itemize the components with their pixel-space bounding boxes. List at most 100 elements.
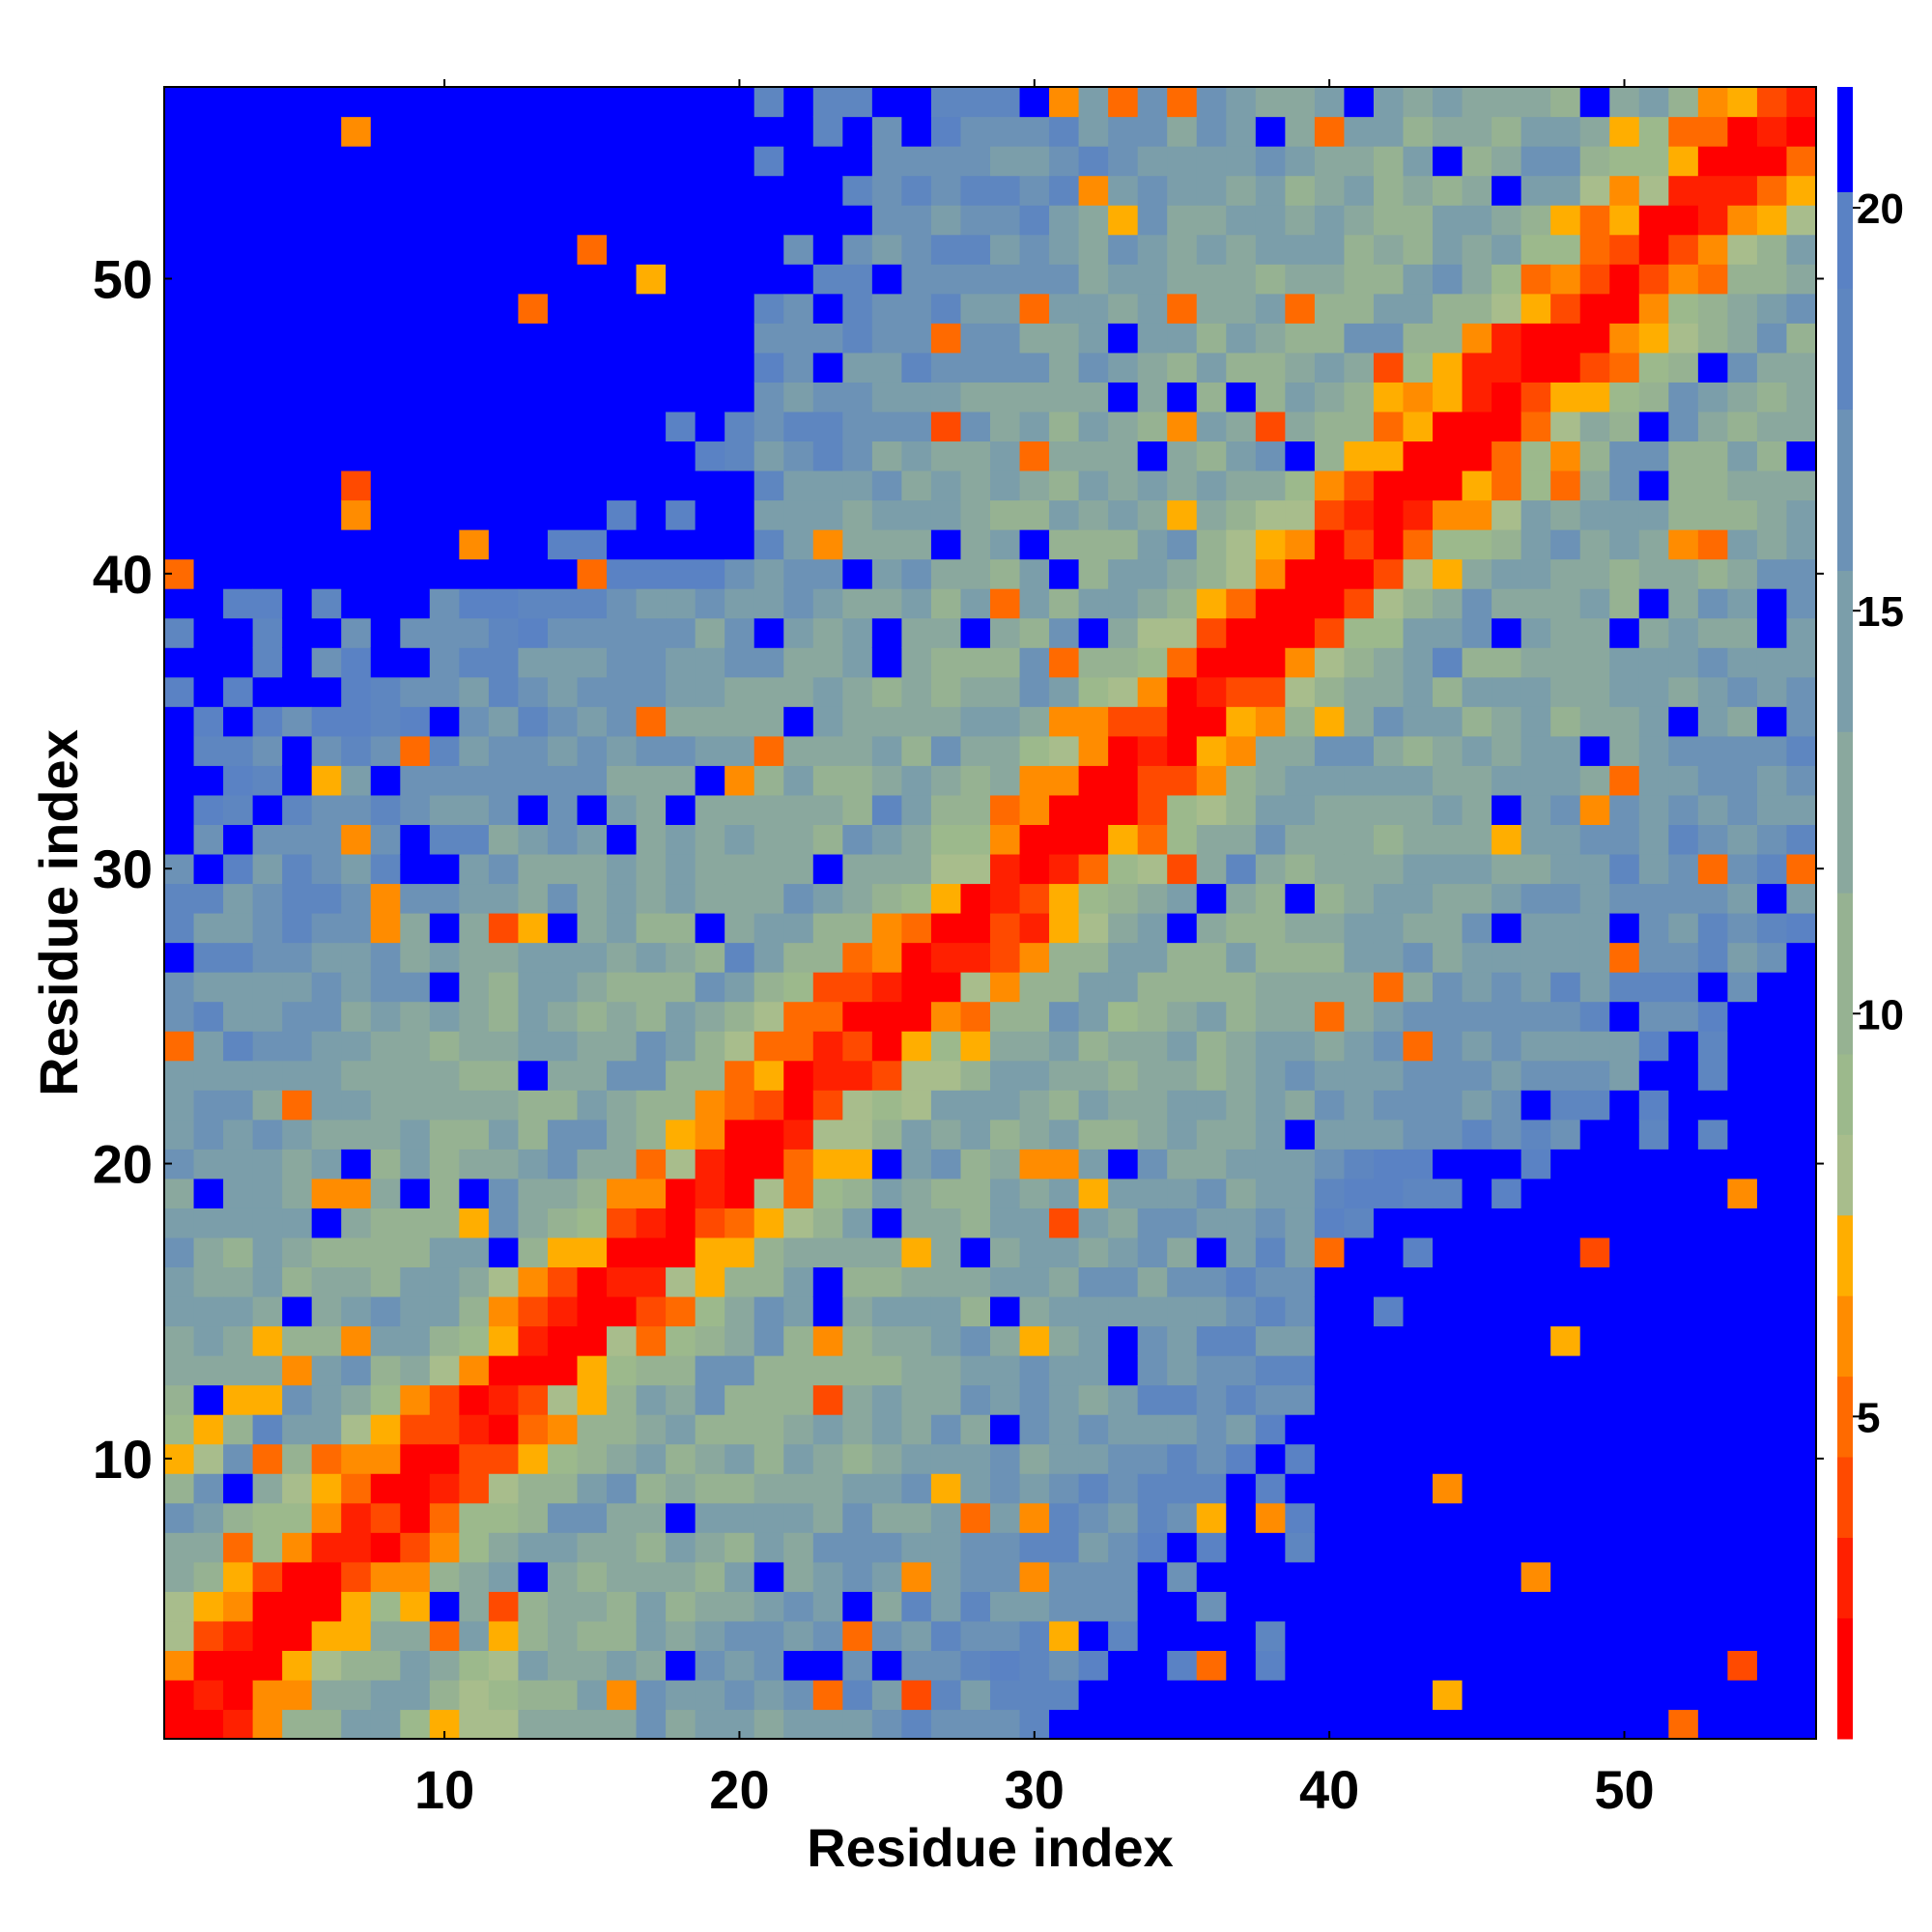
heatmap-cell bbox=[901, 913, 932, 944]
heatmap-cell bbox=[547, 175, 579, 206]
heatmap-cell bbox=[901, 647, 932, 678]
heatmap-cell bbox=[164, 205, 195, 236]
heatmap-cell bbox=[871, 1001, 902, 1032]
heatmap-cell bbox=[1255, 1208, 1286, 1238]
heatmap-cell bbox=[842, 765, 873, 796]
heatmap-cell bbox=[518, 146, 549, 177]
heatmap-cell bbox=[547, 469, 579, 501]
heatmap-cell bbox=[901, 1060, 932, 1091]
heatmap-cell bbox=[400, 352, 431, 383]
heatmap-cell bbox=[1403, 1325, 1434, 1356]
heatmap-cell bbox=[518, 735, 549, 766]
heatmap-cell bbox=[901, 676, 932, 707]
heatmap-cell bbox=[812, 1443, 843, 1474]
heatmap-cell bbox=[1756, 765, 1788, 796]
heatmap-cell bbox=[636, 1090, 667, 1121]
heatmap-cell bbox=[930, 1443, 962, 1474]
heatmap-cell bbox=[1638, 676, 1669, 707]
heatmap-cell bbox=[695, 1561, 725, 1592]
heatmap-cell bbox=[753, 647, 784, 678]
heatmap-cell bbox=[1462, 1060, 1492, 1091]
heatmap-cell bbox=[1727, 529, 1758, 560]
heatmap-cell bbox=[812, 440, 843, 471]
heatmap-cell bbox=[370, 647, 401, 678]
heatmap-cell bbox=[1520, 1266, 1551, 1297]
heatmap-cell bbox=[724, 972, 755, 1003]
heatmap-cell bbox=[1403, 1532, 1434, 1563]
heatmap-cell bbox=[1314, 352, 1346, 383]
heatmap-cell bbox=[695, 1149, 725, 1179]
heatmap-cell bbox=[1314, 706, 1346, 737]
heatmap-cell bbox=[518, 1561, 549, 1592]
colorbar-tick-label: 10 bbox=[1857, 991, 1904, 1038]
heatmap-cell bbox=[1167, 794, 1198, 825]
heatmap-cell bbox=[1049, 1355, 1080, 1386]
heatmap-cell bbox=[370, 264, 401, 295]
heatmap-cell bbox=[459, 1060, 490, 1091]
heatmap-cell bbox=[1609, 588, 1640, 619]
heatmap-cell bbox=[1314, 1443, 1346, 1474]
heatmap-cell bbox=[1226, 1473, 1257, 1504]
heatmap-cell bbox=[724, 175, 755, 206]
heatmap-cell bbox=[341, 647, 372, 678]
heatmap-cell bbox=[753, 735, 784, 766]
heatmap-cell bbox=[1285, 1443, 1316, 1474]
heatmap-cell bbox=[901, 1208, 932, 1238]
heatmap-cell bbox=[1727, 499, 1758, 530]
heatmap-cell bbox=[1609, 352, 1640, 383]
heatmap-cell bbox=[1049, 323, 1080, 354]
heatmap-cell bbox=[636, 264, 667, 295]
heatmap-cell bbox=[1137, 853, 1168, 885]
heatmap-cell bbox=[1786, 1090, 1817, 1121]
heatmap-cell bbox=[1520, 1325, 1551, 1356]
heatmap-cell bbox=[1226, 87, 1257, 118]
heatmap-cell bbox=[783, 146, 814, 177]
heatmap-cell bbox=[252, 411, 283, 442]
heatmap-cell bbox=[1196, 87, 1227, 118]
heatmap-cell bbox=[1167, 234, 1198, 265]
heatmap-cell bbox=[812, 469, 843, 501]
heatmap-cell bbox=[1196, 382, 1227, 412]
heatmap-cell bbox=[1579, 529, 1610, 560]
heatmap-cell bbox=[1167, 1561, 1198, 1592]
heatmap-cell bbox=[871, 1266, 902, 1297]
heatmap-cell bbox=[488, 1709, 520, 1740]
heatmap-cell bbox=[1137, 735, 1168, 766]
heatmap-cell bbox=[990, 1325, 1021, 1356]
heatmap-cell bbox=[1108, 1502, 1139, 1533]
heatmap-cell bbox=[753, 293, 784, 324]
heatmap-cell bbox=[812, 234, 843, 265]
heatmap-cell bbox=[282, 1325, 313, 1356]
heatmap-cell bbox=[1492, 205, 1522, 236]
heatmap-cell bbox=[812, 1149, 843, 1179]
heatmap-cell bbox=[1226, 440, 1257, 471]
heatmap-cell bbox=[370, 1001, 401, 1032]
heatmap-cell bbox=[1727, 972, 1758, 1003]
heatmap-cell bbox=[459, 175, 490, 206]
heatmap-cell bbox=[1049, 558, 1080, 589]
heatmap-cell bbox=[1255, 1709, 1286, 1740]
heatmap-cell bbox=[1226, 293, 1257, 324]
heatmap-cell bbox=[1167, 440, 1198, 471]
heatmap-cell bbox=[400, 1001, 431, 1032]
heatmap-cell bbox=[429, 1031, 460, 1062]
heatmap-cell bbox=[1786, 1236, 1817, 1268]
heatmap-cell bbox=[812, 293, 843, 324]
heatmap-cell bbox=[695, 1473, 725, 1504]
heatmap-cell bbox=[1433, 853, 1463, 885]
heatmap-cell bbox=[1285, 499, 1316, 530]
heatmap-cell bbox=[1049, 617, 1080, 648]
heatmap-cell bbox=[1668, 1414, 1699, 1445]
heatmap-cell bbox=[1697, 1001, 1728, 1032]
heatmap-cell bbox=[518, 411, 549, 442]
heatmap-cell bbox=[193, 558, 224, 589]
heatmap-cell bbox=[1433, 234, 1463, 265]
heatmap-cell bbox=[1285, 1414, 1316, 1445]
heatmap-cell bbox=[753, 1060, 784, 1091]
heatmap-cell bbox=[1167, 972, 1198, 1003]
heatmap-cell bbox=[1049, 382, 1080, 412]
heatmap-cell bbox=[1462, 1208, 1492, 1238]
heatmap-cell bbox=[577, 411, 608, 442]
heatmap-cell bbox=[636, 1502, 667, 1533]
heatmap-cell bbox=[990, 588, 1021, 619]
